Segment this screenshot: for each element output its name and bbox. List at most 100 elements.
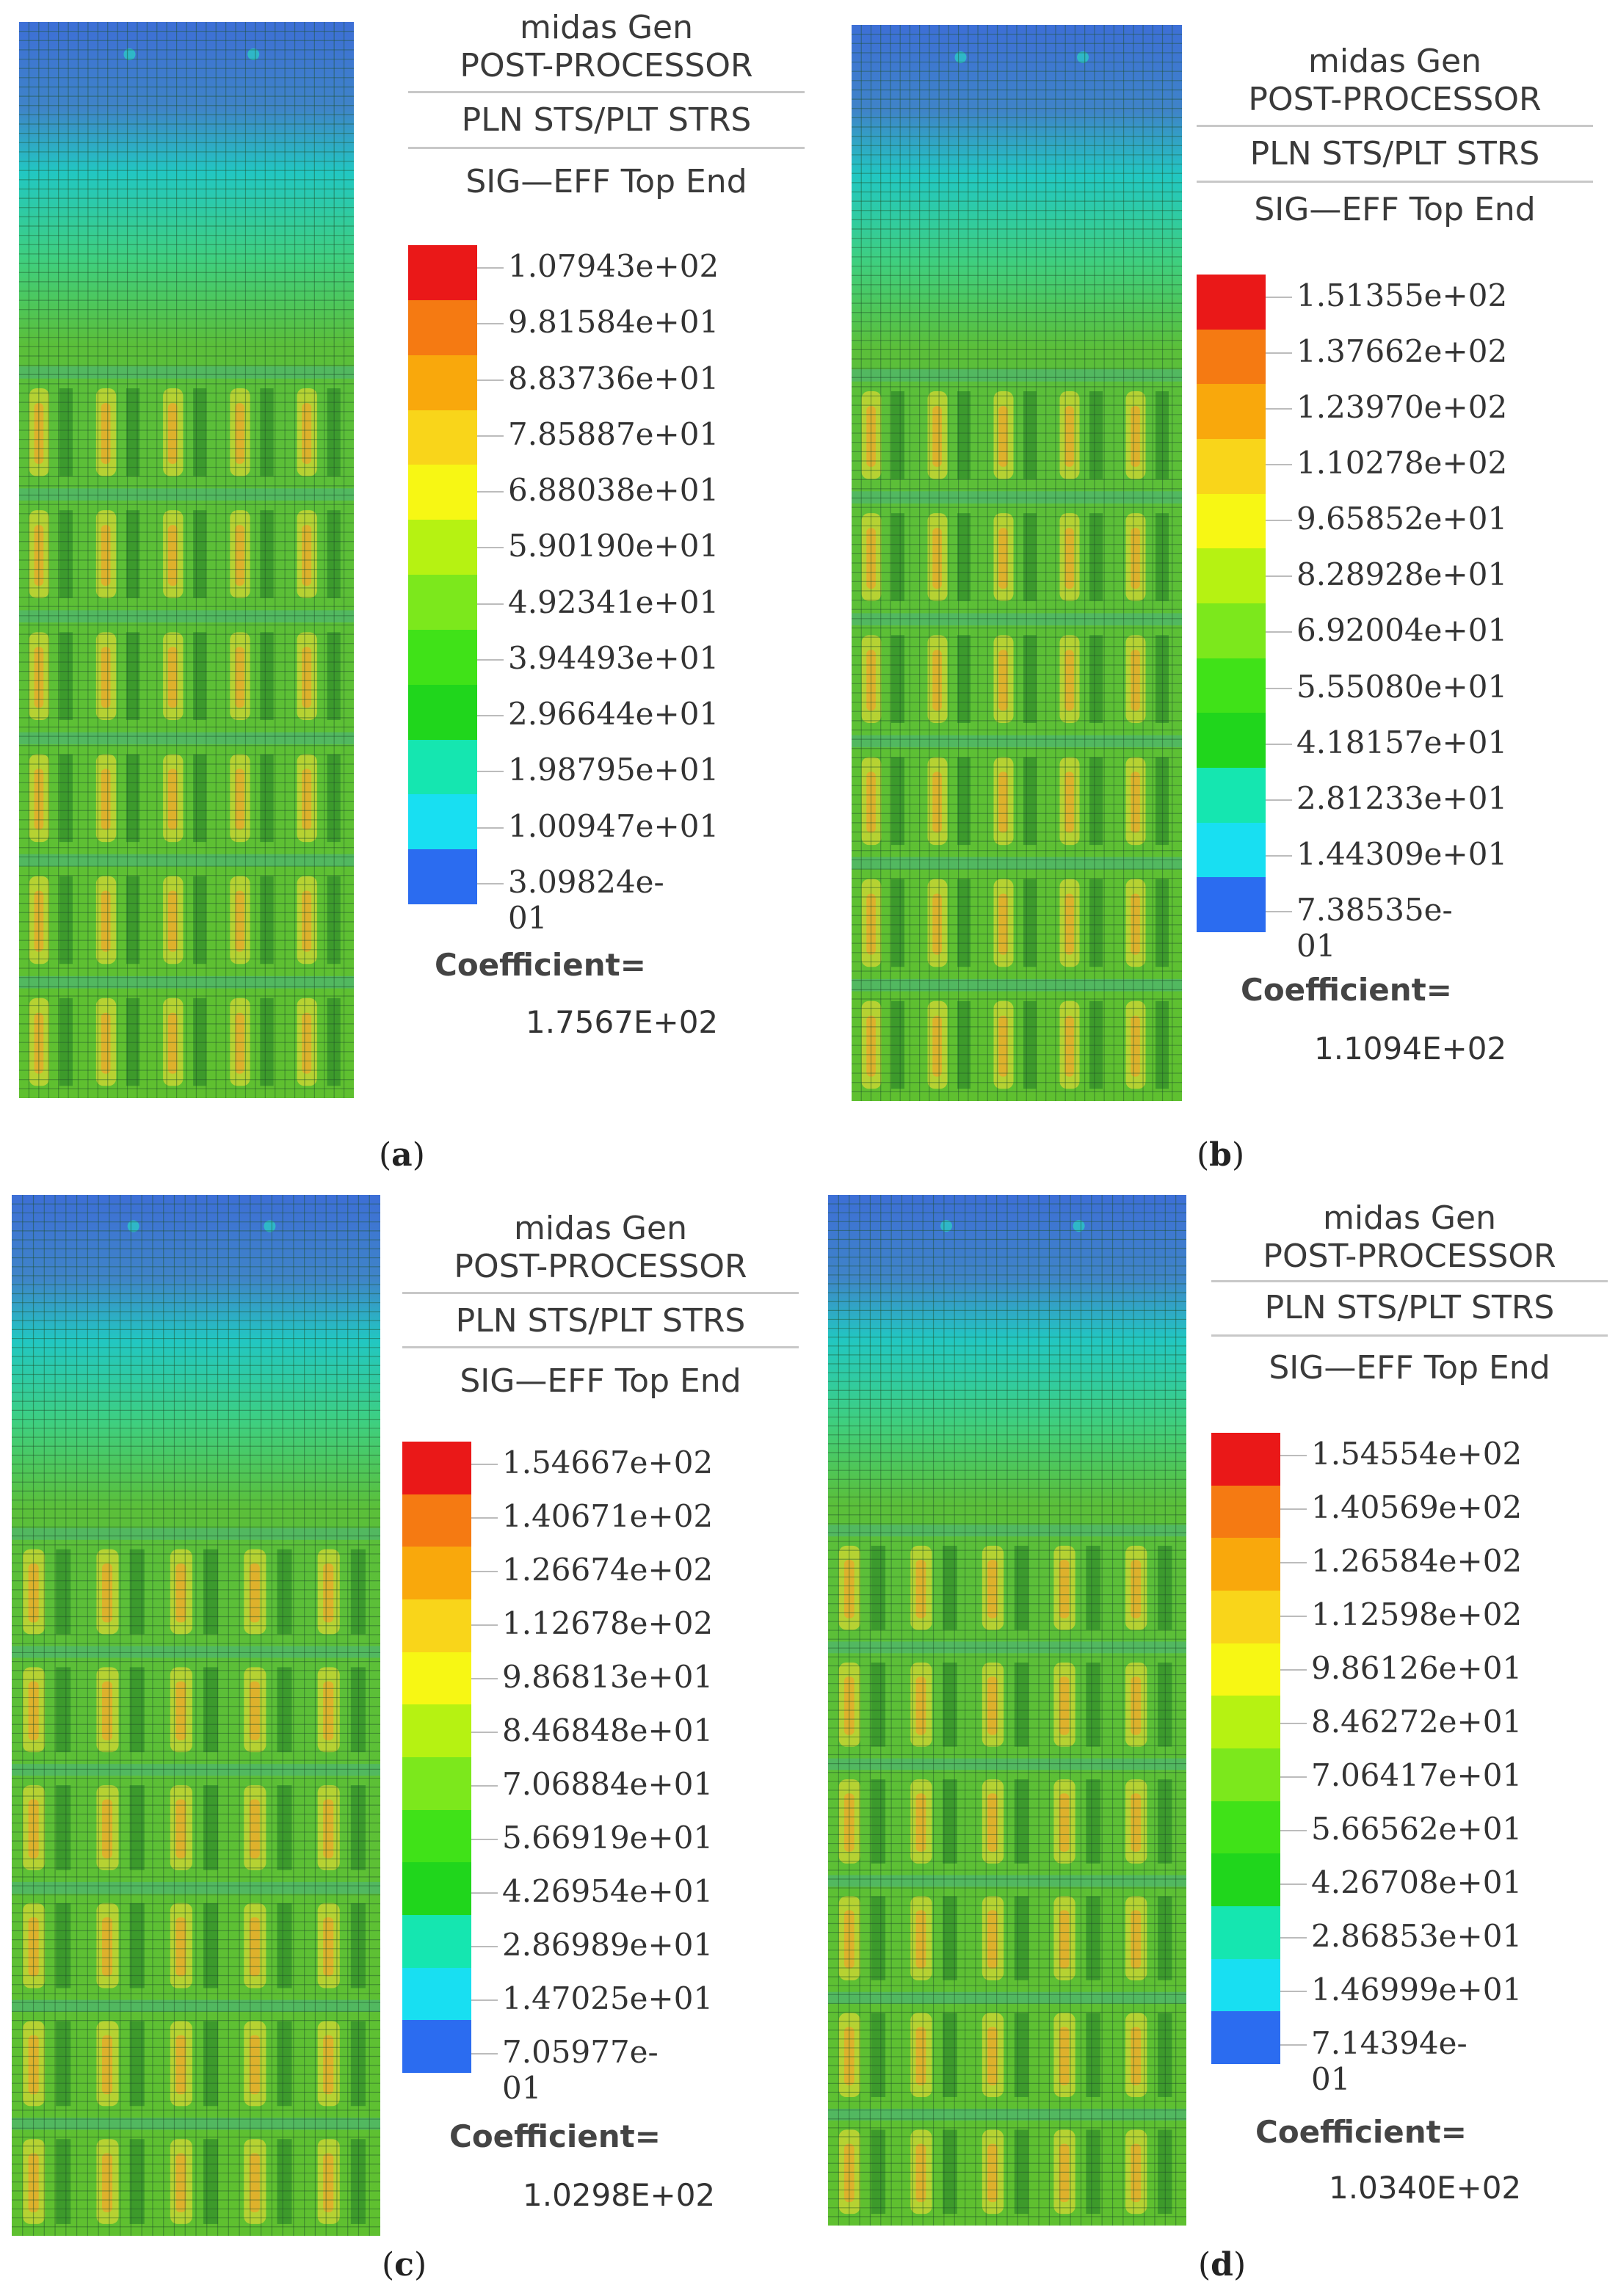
legend-value: 3.09824e-01 bbox=[508, 863, 664, 936]
stress-peak bbox=[323, 1917, 334, 1977]
stress-low-zone bbox=[891, 635, 904, 723]
stress-peak bbox=[866, 528, 876, 589]
stress-peak bbox=[167, 1012, 178, 1074]
stress-peak bbox=[323, 1563, 334, 1623]
stress-peak bbox=[101, 1012, 111, 1074]
stress-peak bbox=[249, 1563, 260, 1623]
processor-title: POST-PROCESSOR bbox=[454, 1248, 747, 1285]
stress-low-zone bbox=[943, 1545, 957, 1630]
coefficient-value: 1.7567E+02 bbox=[526, 1004, 719, 1040]
divider bbox=[1197, 125, 1593, 127]
stress-low-zone bbox=[193, 632, 207, 720]
legend-color-swatch bbox=[402, 1652, 471, 1705]
stress-low-zone bbox=[277, 2139, 292, 2224]
stress-peak bbox=[1059, 2143, 1070, 2203]
stress-low-zone bbox=[203, 1549, 219, 1635]
stress-low-zone bbox=[871, 1779, 886, 1864]
stress-low-zone bbox=[260, 632, 274, 720]
stress-low-zone bbox=[203, 1785, 219, 1870]
stress-low-zone bbox=[891, 1000, 904, 1089]
stress-low-zone bbox=[193, 876, 207, 964]
legend-tick bbox=[1280, 1455, 1307, 1456]
stress-peak bbox=[34, 1012, 44, 1074]
stress-low-zone bbox=[1157, 2129, 1172, 2215]
legend-tick bbox=[471, 1517, 498, 1519]
stress-low-zone bbox=[129, 1903, 145, 1988]
stress-low-zone bbox=[277, 1903, 292, 1988]
caption-letter: a bbox=[391, 1136, 413, 1174]
stress-peak bbox=[1131, 1910, 1142, 1969]
stress-low-zone bbox=[56, 2021, 71, 2107]
legend-tick bbox=[1280, 1616, 1307, 1618]
stress-low-zone bbox=[1089, 1000, 1103, 1089]
legend-tick bbox=[1280, 1508, 1307, 1511]
stress-low-zone bbox=[350, 2139, 366, 2224]
stress-peak bbox=[1059, 1793, 1070, 1852]
stress-peak bbox=[235, 890, 244, 952]
legend-value: 8.46272e+01 bbox=[1311, 1704, 1523, 1740]
stress-low-zone bbox=[129, 1785, 145, 1870]
legend-tick bbox=[1280, 1723, 1307, 1725]
stress-component: SIG—EFF Top End bbox=[1254, 191, 1536, 228]
stress-peak bbox=[915, 1793, 926, 1852]
stress-low-zone bbox=[1023, 757, 1037, 846]
stress-low-zone bbox=[1156, 391, 1169, 479]
stress-low-zone bbox=[56, 1785, 71, 1870]
stress-low-zone bbox=[327, 632, 341, 720]
caption-open: ( bbox=[1197, 1136, 1210, 1174]
legend-tick bbox=[477, 603, 504, 605]
floor-slab bbox=[19, 854, 354, 867]
stress-low-zone bbox=[126, 510, 140, 598]
stress-peak bbox=[175, 2153, 186, 2212]
floor-slab bbox=[19, 610, 354, 623]
legend-color-swatch bbox=[402, 1967, 471, 2021]
stress-peak bbox=[323, 2153, 334, 2212]
stress-low-zone bbox=[277, 1667, 292, 1753]
legend-value: 1.54667e+02 bbox=[502, 1445, 714, 1481]
stress-peak bbox=[1064, 528, 1074, 589]
legend-tick bbox=[477, 547, 504, 549]
divider bbox=[1211, 1280, 1608, 1282]
legend-color-swatch bbox=[408, 465, 477, 520]
stress-peak bbox=[915, 1560, 926, 1619]
stress-low-zone bbox=[193, 754, 207, 843]
stress-peak bbox=[302, 1012, 312, 1074]
mesh-svg bbox=[12, 1195, 380, 2236]
legend-color-swatch bbox=[1197, 548, 1266, 604]
floor-slab bbox=[852, 978, 1182, 992]
legend-color-swatch bbox=[1211, 1696, 1280, 1749]
stress-low-zone bbox=[260, 876, 274, 964]
legend-color-swatch bbox=[1197, 384, 1266, 440]
legend-value: 1.12678e+02 bbox=[502, 1605, 714, 1642]
divider bbox=[1197, 181, 1593, 183]
color-scale bbox=[402, 1442, 471, 2074]
panel-caption: (b) bbox=[1197, 1136, 1244, 1174]
stress-peak bbox=[1131, 1560, 1142, 1619]
stress-peak bbox=[844, 1793, 855, 1852]
legend-value: 6.88038e+01 bbox=[508, 472, 719, 508]
legend-tick bbox=[1280, 2044, 1307, 2046]
stress-low-zone bbox=[1014, 1663, 1029, 1747]
stress-peak bbox=[34, 890, 44, 952]
processor-title: POST-PROCESSOR bbox=[460, 47, 753, 84]
stress-peak bbox=[1064, 650, 1074, 711]
legend-tick bbox=[471, 1785, 498, 1787]
stress-low-zone bbox=[871, 1896, 886, 1980]
legend-color-swatch bbox=[1211, 2011, 1280, 2065]
legend-tick bbox=[1266, 687, 1292, 689]
stress-low-zone bbox=[277, 1785, 292, 1870]
legend-tick bbox=[471, 1571, 498, 1573]
stress-low-zone bbox=[943, 2013, 957, 2097]
stress-peak bbox=[1064, 1015, 1074, 1077]
legend-tick bbox=[1266, 297, 1292, 298]
stress-low-zone bbox=[957, 635, 971, 723]
floor-slab bbox=[12, 2118, 380, 2130]
coefficient-value: 1.1094E+02 bbox=[1314, 1031, 1507, 1067]
stress-peak bbox=[235, 525, 244, 586]
legend-tick bbox=[471, 1839, 498, 1841]
legend-value: 1.12598e+02 bbox=[1311, 1596, 1523, 1633]
stress-peak bbox=[1059, 1910, 1070, 1969]
legend-value: 1.46999e+01 bbox=[1311, 1972, 1523, 2008]
legend-color-swatch bbox=[402, 1757, 471, 1811]
floor-slab bbox=[828, 1525, 1186, 1537]
